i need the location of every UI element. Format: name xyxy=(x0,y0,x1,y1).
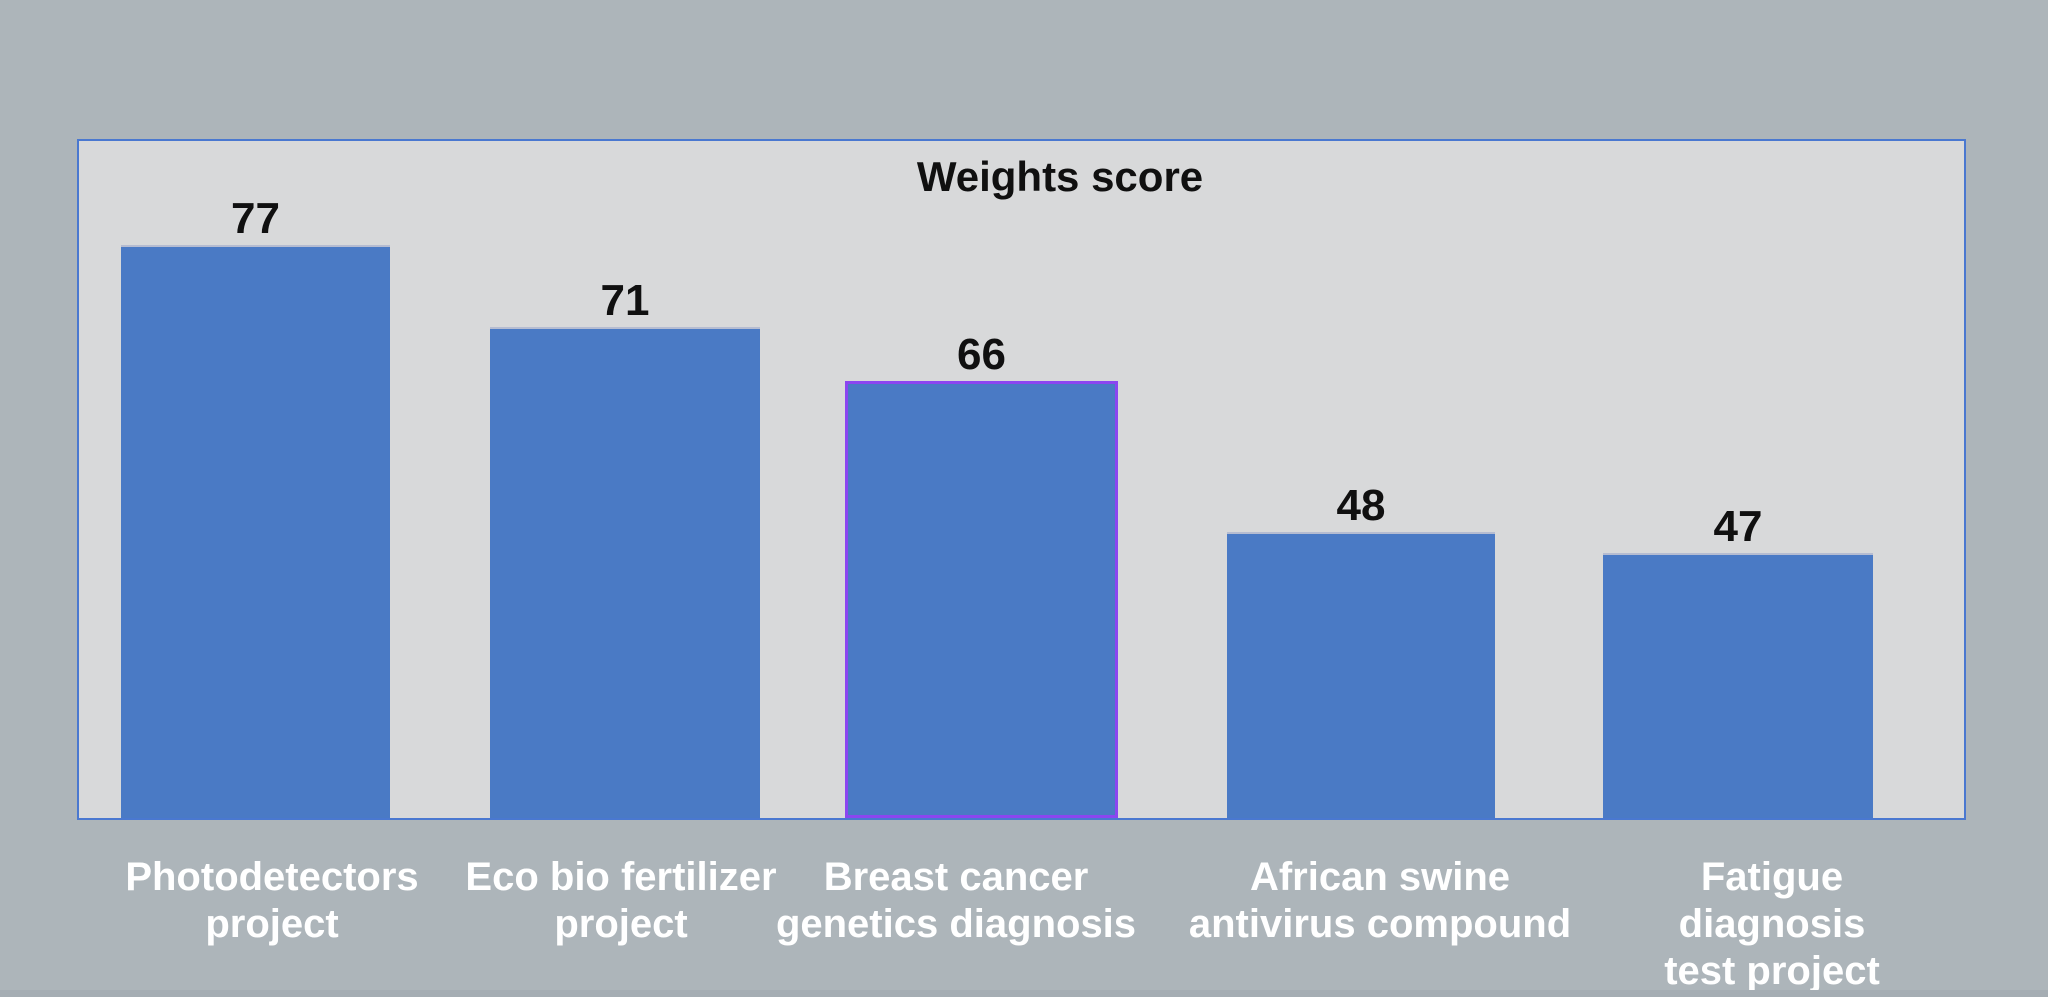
bar[interactable] xyxy=(121,245,390,818)
category-label: Fatigue diagnosis test project xyxy=(1664,855,1880,993)
chart-title: Weights score xyxy=(916,153,1204,200)
bar-value-label: 71 xyxy=(600,276,650,325)
category-label: Eco bio fertilizer project xyxy=(465,855,777,946)
bar-value-label: 48 xyxy=(1336,481,1386,530)
bottom-edge xyxy=(0,990,2048,997)
bar[interactable] xyxy=(1603,553,1873,818)
bar[interactable] xyxy=(490,327,760,818)
bar-value-label: 77 xyxy=(231,194,280,243)
bar-value-label: 47 xyxy=(1713,502,1763,551)
category-label: Photodetectors project xyxy=(125,855,419,946)
category-label: African swine antivirus compound xyxy=(1188,855,1572,946)
category-label: Breast cancer genetics diagnosis xyxy=(775,855,1137,946)
bar-value-label: 66 xyxy=(957,330,1006,379)
bar[interactable] xyxy=(1227,532,1495,818)
bar-highlighted[interactable] xyxy=(845,381,1118,818)
